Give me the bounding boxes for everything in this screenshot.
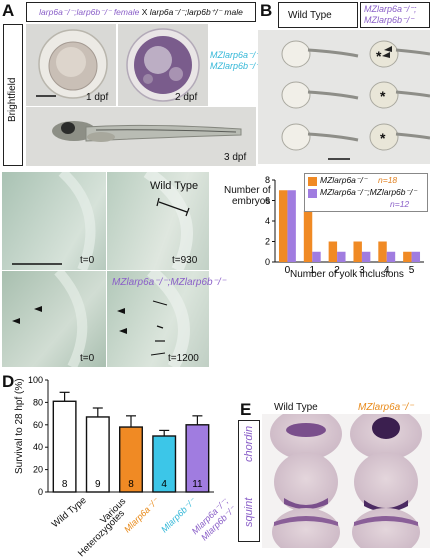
yolk-bar: [403, 251, 412, 262]
surv-n-label: 8: [128, 479, 134, 490]
yolk-bar: [361, 251, 371, 262]
surv-ytick-label: 100: [28, 375, 43, 385]
time-1dpf: 1 dpf: [86, 92, 109, 103]
time-3dpf: 3 dpf: [224, 152, 247, 163]
legend-n-2: n=12: [390, 199, 410, 209]
yolk-xtick-label: 3: [359, 265, 365, 276]
yolk-ytick-label: 4: [265, 216, 270, 226]
legend-label-1: MZlarp6a⁻/⁻: [320, 175, 368, 185]
panel-b-photo-grid: [258, 30, 430, 164]
egg-1dpf-photo: [26, 24, 116, 106]
row-chordin: chordin: [243, 425, 255, 462]
panel-d-letter: D: [2, 372, 15, 391]
egg-2dpf-photo: [118, 24, 208, 106]
panel-e-letter: E: [240, 400, 252, 419]
genotype-line1: MZlarp6a⁻/⁻;: [210, 50, 263, 60]
panel-b-col1: Wild Type: [288, 10, 332, 21]
brightfield-label: Brightfield: [7, 77, 18, 122]
yolk-bar: [287, 190, 296, 262]
panel-b-star-2: *: [380, 88, 386, 104]
panel-e-col1: Wild Type: [274, 402, 318, 413]
panel-c-mut-t0: [2, 271, 106, 367]
panel-e-col2: MZlarp6a⁻/⁻: [358, 402, 414, 413]
yolk-xtick-label: 0: [285, 265, 291, 276]
legend-label-2: MZlarp6a⁻/⁻;MZlarp6b⁻/⁻: [320, 187, 417, 197]
yolk-bar: [278, 190, 288, 262]
panel-c-wt-t0: [2, 172, 106, 270]
legend-n-1: n=18: [378, 175, 398, 185]
surv-n-label: 11: [192, 479, 203, 490]
yolk-bar: [312, 251, 321, 262]
panel-a-side-box: [3, 24, 23, 166]
panel-a-letter: A: [2, 1, 15, 20]
panel-b-letter: B: [260, 1, 273, 20]
panel-b-star-3: *: [380, 130, 386, 146]
yolk-xlabel: Number of yolk inclusions: [290, 269, 404, 280]
panel-b-star-1: *: [376, 48, 382, 64]
surv-ytick-label: 20: [33, 465, 43, 475]
yolk-bar: [328, 241, 338, 262]
yolk-bar: [303, 210, 313, 262]
yolk-bar: [411, 251, 421, 262]
row-squint: squint: [243, 497, 255, 527]
panel-c-mut-t1200: [107, 271, 209, 367]
survival-chart: 0 20 40 60 80 100 8 9 8 4 11: [28, 375, 214, 497]
panel-a-header: larp6a⁻/⁻;larp6b⁻/⁻ female X larp6a⁻/⁻;l…: [26, 2, 256, 22]
surv-ytick-label: 80: [33, 397, 43, 407]
surv-ytick-label: 60: [33, 420, 43, 430]
genotype-line2: MZlarp6b⁻/⁻: [210, 61, 261, 71]
yolk-ytick-label: 8: [265, 175, 270, 185]
yolk-bar: [353, 241, 362, 262]
label-mut-c: MZlarp6a⁻/⁻;MZlarp6b⁻/⁻: [112, 277, 226, 288]
panel-b-col2-line1: MZlarp6a⁻/⁻;: [364, 4, 417, 14]
surv-bar: [119, 426, 143, 493]
label-t0-bottom: t=0: [80, 353, 95, 364]
header-male: larp6a⁻/⁻;larp6b⁺/⁻ male: [149, 6, 243, 17]
surv-n-label: 4: [161, 479, 167, 490]
yolk-legend: [304, 173, 428, 212]
surv-n-label: 8: [62, 479, 68, 490]
larva-3dpf-photo: [26, 107, 256, 166]
yolk-ytick-label: 2: [265, 237, 270, 247]
surv-ytick-label: 40: [33, 442, 43, 452]
panel-e-photo-grid: [262, 414, 430, 548]
yolk-chart: 0 2 4 6 8 0 1 2 3 4 5: [265, 175, 424, 276]
survival-ylabel: Survival to 28 hpf (%): [14, 378, 25, 474]
header-female: larp6a⁻/⁻;larp6b⁻/⁻ female: [39, 6, 140, 17]
panel-b-col2-header: [360, 2, 430, 28]
surv-ytick-label: 0: [38, 487, 43, 497]
label-t0-top: t=0: [80, 255, 95, 266]
surv-n-label: 9: [95, 479, 101, 490]
yolk-xtick-label: 4: [384, 265, 390, 276]
panel-e-row2-box: [238, 461, 260, 542]
legend-swatch-2: [308, 189, 317, 198]
yolk-xtick-label: 2: [334, 265, 340, 276]
yolk-xtick-label: 5: [409, 265, 415, 276]
panel-b-col2-line2: MZlarp6b⁻/⁻: [364, 15, 415, 25]
yolk-bar: [386, 251, 396, 262]
panel-b-col1-header: [278, 2, 358, 28]
label-t930: t=930: [172, 255, 198, 266]
yolk-bar: [378, 241, 387, 262]
time-2dpf: 2 dpf: [175, 92, 198, 103]
yolk-bar: [337, 251, 346, 262]
yolk-ytick-label: 6: [265, 196, 270, 206]
legend-swatch-1: [308, 177, 317, 186]
header-cross: X: [139, 7, 150, 17]
yolk-ylabel-1: Number of: [224, 185, 271, 196]
yolk-ytick-label: 0: [265, 257, 270, 267]
label-wt-c: Wild Type: [150, 180, 199, 192]
yolk-ylabel-2: embryos: [232, 196, 271, 207]
yolk-xtick-label: 1: [309, 265, 315, 276]
label-t1200: t=1200: [168, 353, 199, 364]
panel-c-wt-t930: [107, 172, 209, 270]
